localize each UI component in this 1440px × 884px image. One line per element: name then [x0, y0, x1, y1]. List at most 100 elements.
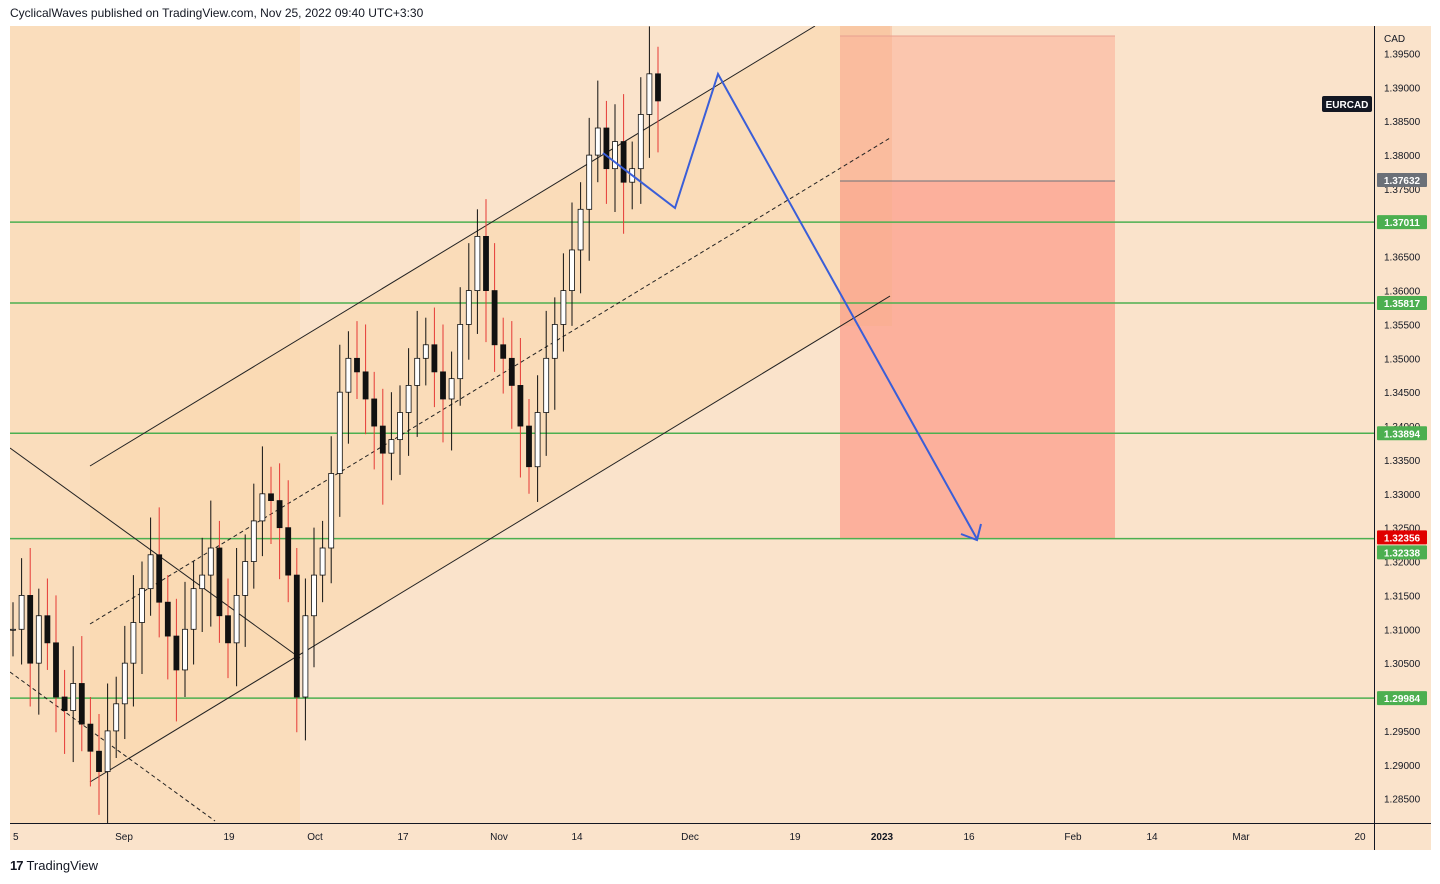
- candle-body: [534, 412, 541, 468]
- price-levels: [10, 221, 1374, 699]
- time-tick-label: 14: [1146, 832, 1158, 843]
- price-tick-label: 1.33500: [1384, 456, 1421, 467]
- candle-body: [440, 371, 446, 400]
- price-tick-label: 1.39500: [1384, 50, 1421, 61]
- time-tick-label: 5: [13, 832, 19, 843]
- candle-body: [35, 615, 42, 664]
- candle-body: [508, 357, 515, 386]
- price-tick-label: 1.29500: [1384, 727, 1421, 738]
- candle-body: [319, 547, 326, 576]
- candle-body: [61, 696, 68, 711]
- candle-body: [569, 249, 575, 291]
- candle-body: [259, 493, 266, 522]
- descending-trendline: [10, 447, 301, 659]
- current-price-badge: 1.32356: [1384, 533, 1421, 544]
- candle-body: [474, 235, 481, 291]
- chart-plot-area[interactable]: [10, 26, 1374, 823]
- time-tick-label: 16: [963, 832, 975, 843]
- level-badge-5: 1.29984: [1384, 694, 1421, 705]
- candle-body: [586, 154, 593, 210]
- price-axis-svg: CAD 1.395001.390001.385001.380001.375001…: [1377, 34, 1427, 806]
- candle-body: [268, 493, 274, 501]
- candle-body: [285, 527, 292, 576]
- candle-body: [130, 622, 137, 664]
- candle-body: [216, 547, 223, 617]
- level-badge-2-bg: [1377, 295, 1427, 310]
- candle-body: [594, 127, 601, 156]
- candlestick-series: [10, 26, 661, 823]
- candle-body: [328, 473, 335, 549]
- candle-body: [371, 398, 378, 427]
- candle-body: [293, 574, 300, 698]
- candle-body: [620, 141, 627, 183]
- candle-body: [225, 615, 231, 644]
- candle-body: [242, 561, 249, 596]
- price-tick-label: 1.30500: [1384, 659, 1421, 670]
- tradingview-brand: TradingView: [26, 858, 99, 873]
- price-tick-label: 1.31500: [1384, 591, 1421, 602]
- candle-body: [190, 588, 197, 630]
- time-tick-label: Sep: [115, 832, 133, 843]
- price-tick-label: 1.32000: [1384, 558, 1421, 569]
- chart-svg[interactable]: [10, 26, 1374, 823]
- level-badge-5-bg: [1377, 691, 1427, 706]
- symbol-badge: EURCAD: [1322, 96, 1372, 112]
- price-axis[interactable]: CAD 1.39500 1.39000 1.38500 1.38000 1.37500 1…: [1374, 26, 1431, 823]
- candle-body: [233, 595, 240, 644]
- level-badge-1-32338: 1.32338: [1384, 548, 1421, 559]
- channel-midline: [89, 137, 891, 625]
- time-tick-label: 20: [1354, 832, 1366, 843]
- author-name[interactable]: CyclicalWaves: [10, 6, 88, 20]
- level-badge-1: 1.37011: [1384, 218, 1420, 229]
- candle-body: [70, 683, 77, 711]
- candle-body: [448, 378, 455, 400]
- candle-body: [87, 723, 94, 752]
- descending-dashed-line: [10, 671, 216, 822]
- price-tick-label: 1.39000: [1384, 83, 1421, 94]
- candle-body: [414, 357, 421, 386]
- publish-info: published on TradingView.com, Nov 25, 20…: [90, 6, 424, 20]
- publish-header: CyclicalWaves published on TradingView.c…: [10, 6, 423, 20]
- candle-body: [560, 290, 567, 325]
- candle-body: [500, 344, 507, 359]
- tradingview-logo-icon: 17: [10, 858, 24, 873]
- candle-body: [637, 114, 644, 170]
- candle-body: [199, 574, 206, 590]
- price-tick-label: 1.35000: [1384, 354, 1421, 365]
- time-ticks: 5 Sep 19 Oct 17 Nov 14 Dec 19 2023 16 Feb 14 Mar 20: [13, 832, 1366, 843]
- symbol-label: EURCAD: [1326, 100, 1369, 111]
- candle-body: [139, 588, 145, 623]
- candle-body: [603, 127, 610, 170]
- time-axis[interactable]: 5 Sep 19 Oct 17 Nov 14 Dec 19 2023 16 Feb 14 Mar 20: [10, 823, 1374, 850]
- candle-body: [18, 595, 25, 630]
- candle-body: [10, 628, 16, 631]
- candle-body: [388, 439, 395, 454]
- candle-body: [543, 357, 550, 413]
- level-badge-3-bg: [1377, 426, 1427, 441]
- price-tick-label: 1.36000: [1384, 287, 1421, 298]
- reference-price-badge-bg: [1377, 173, 1427, 188]
- candle-body: [345, 357, 352, 393]
- time-tick-label: 19: [223, 832, 235, 843]
- candle-body: [164, 601, 171, 637]
- level-badge-1-bg: [1377, 215, 1427, 230]
- candle-body: [612, 141, 618, 170]
- target-zone-upper: [840, 36, 1115, 181]
- time-tick-label: 19: [789, 832, 801, 843]
- candle-body: [646, 73, 653, 115]
- candle-body: [104, 730, 111, 772]
- candle-body: [379, 425, 386, 454]
- candle-body: [551, 324, 558, 359]
- candle-body: [431, 344, 438, 373]
- candle-body: [53, 642, 59, 698]
- candle-body: [491, 290, 498, 346]
- price-tick-label: 1.32500: [1384, 524, 1421, 535]
- price-tick-label: 1.37500: [1384, 185, 1421, 196]
- time-tick-label: Feb: [1064, 832, 1082, 843]
- time-tick-label: Mar: [1232, 832, 1250, 843]
- candle-body: [113, 703, 120, 732]
- candle-body: [362, 371, 369, 400]
- price-tick-label: 1.31000: [1384, 625, 1421, 636]
- tradingview-footer[interactable]: 17 TradingView: [10, 858, 98, 873]
- target-zone-left-strip: [840, 26, 892, 326]
